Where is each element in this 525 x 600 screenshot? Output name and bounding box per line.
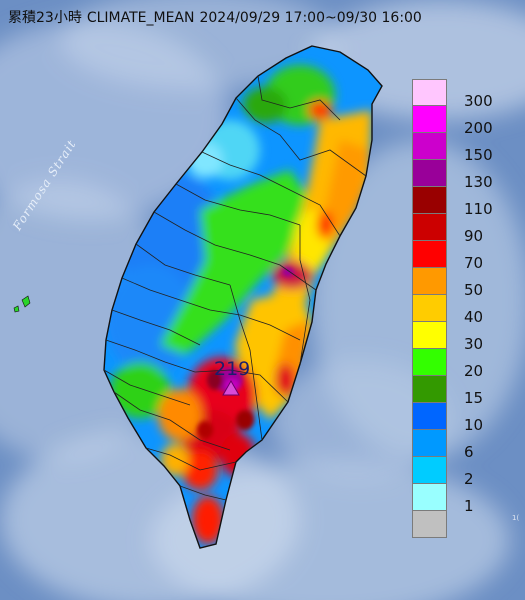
legend-row: 90: [412, 214, 522, 245]
legend-label: 15: [464, 389, 484, 407]
legend-row: [412, 511, 522, 538]
legend-swatch: [412, 241, 447, 268]
legend-swatch: [412, 430, 447, 457]
legend-row: 300: [412, 79, 522, 110]
legend-swatch: [412, 106, 447, 133]
legend-row: 40: [412, 295, 522, 326]
penghu-islands: [13, 295, 31, 313]
legend-swatch: [412, 79, 447, 106]
legend-label: 110: [464, 200, 493, 218]
legend-label: 1: [464, 497, 474, 515]
legend-label: 20: [464, 362, 484, 380]
legend-label: 70: [464, 254, 484, 272]
legend-row: 150: [412, 133, 522, 164]
legend-swatch: [412, 187, 447, 214]
legend-swatch: [412, 376, 447, 403]
title-prefix: 累積23小時: [8, 10, 82, 26]
legend-label: 10: [464, 416, 484, 434]
county-boundaries: [103, 75, 367, 501]
legend-swatch: [412, 484, 447, 511]
rainfall-legend: 300 200 150 130 110 90 70 50 40 30 20 15 10 6 2 1: [412, 79, 522, 538]
legend-label: 150: [464, 146, 493, 164]
legend-swatch: [412, 295, 447, 322]
legend-swatch: [412, 511, 447, 538]
triangle-marker-icon: [222, 379, 240, 396]
legend-label: 50: [464, 281, 484, 299]
legend-label: 90: [464, 227, 484, 245]
legend-swatch: [412, 214, 447, 241]
legend-swatch: [412, 403, 447, 430]
legend-row: 130: [412, 160, 522, 191]
legend-label: 40: [464, 308, 484, 326]
legend-swatch: [412, 457, 447, 484]
legend-row: 10: [412, 403, 522, 434]
legend-label: 2: [464, 470, 474, 488]
map-title: 累積23小時 CLIMATE_MEAN 2024/09/29 17:00~09/30…: [8, 7, 427, 27]
legend-label: 30: [464, 335, 484, 353]
legend-label: 130: [464, 173, 493, 191]
coastline: [103, 45, 383, 549]
legend-row: 1: [412, 484, 522, 515]
legend-row: 50: [412, 268, 522, 299]
legend-row: 200: [412, 106, 522, 137]
legend-row: 30: [412, 322, 522, 353]
title-product: CLIMATE_MEAN: [86, 10, 195, 26]
legend-row: 20: [412, 349, 522, 380]
max-rainfall-value: 219: [214, 358, 251, 380]
legend-label: 6: [464, 443, 474, 461]
legend-row: 2: [412, 457, 522, 488]
legend-swatch: [412, 133, 447, 160]
legend-row: 110: [412, 187, 522, 218]
legend-row: 70: [412, 241, 522, 272]
legend-swatch: [412, 268, 447, 295]
legend-swatch: [412, 322, 447, 349]
edge-text: 1(: [512, 514, 520, 522]
legend-row: 15: [412, 376, 522, 407]
legend-label: 300: [464, 92, 493, 110]
legend-row: 6: [412, 430, 522, 461]
legend-swatch: [412, 349, 447, 376]
legend-swatch: [412, 160, 447, 187]
title-period: 2024/09/29 17:00~09/30 16:00: [199, 10, 422, 26]
legend-label: 200: [464, 119, 493, 137]
